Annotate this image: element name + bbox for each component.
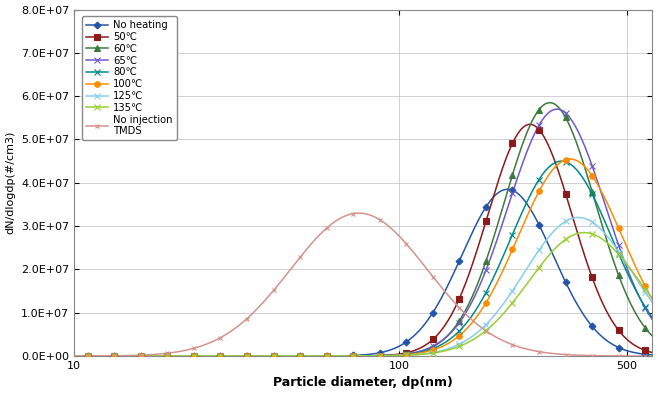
- Legend: No heating, 50℃, 60℃, 65℃, 80℃, 100℃, 125℃, 135℃, No injection
TMDS: No heating, 50℃, 60℃, 65℃, 80℃, 100℃, 12…: [82, 16, 176, 140]
- Y-axis label: dN/dlogdp(#/cm3): dN/dlogdp(#/cm3): [5, 131, 16, 235]
- X-axis label: Particle diameter, dp(nm): Particle diameter, dp(nm): [273, 376, 453, 389]
